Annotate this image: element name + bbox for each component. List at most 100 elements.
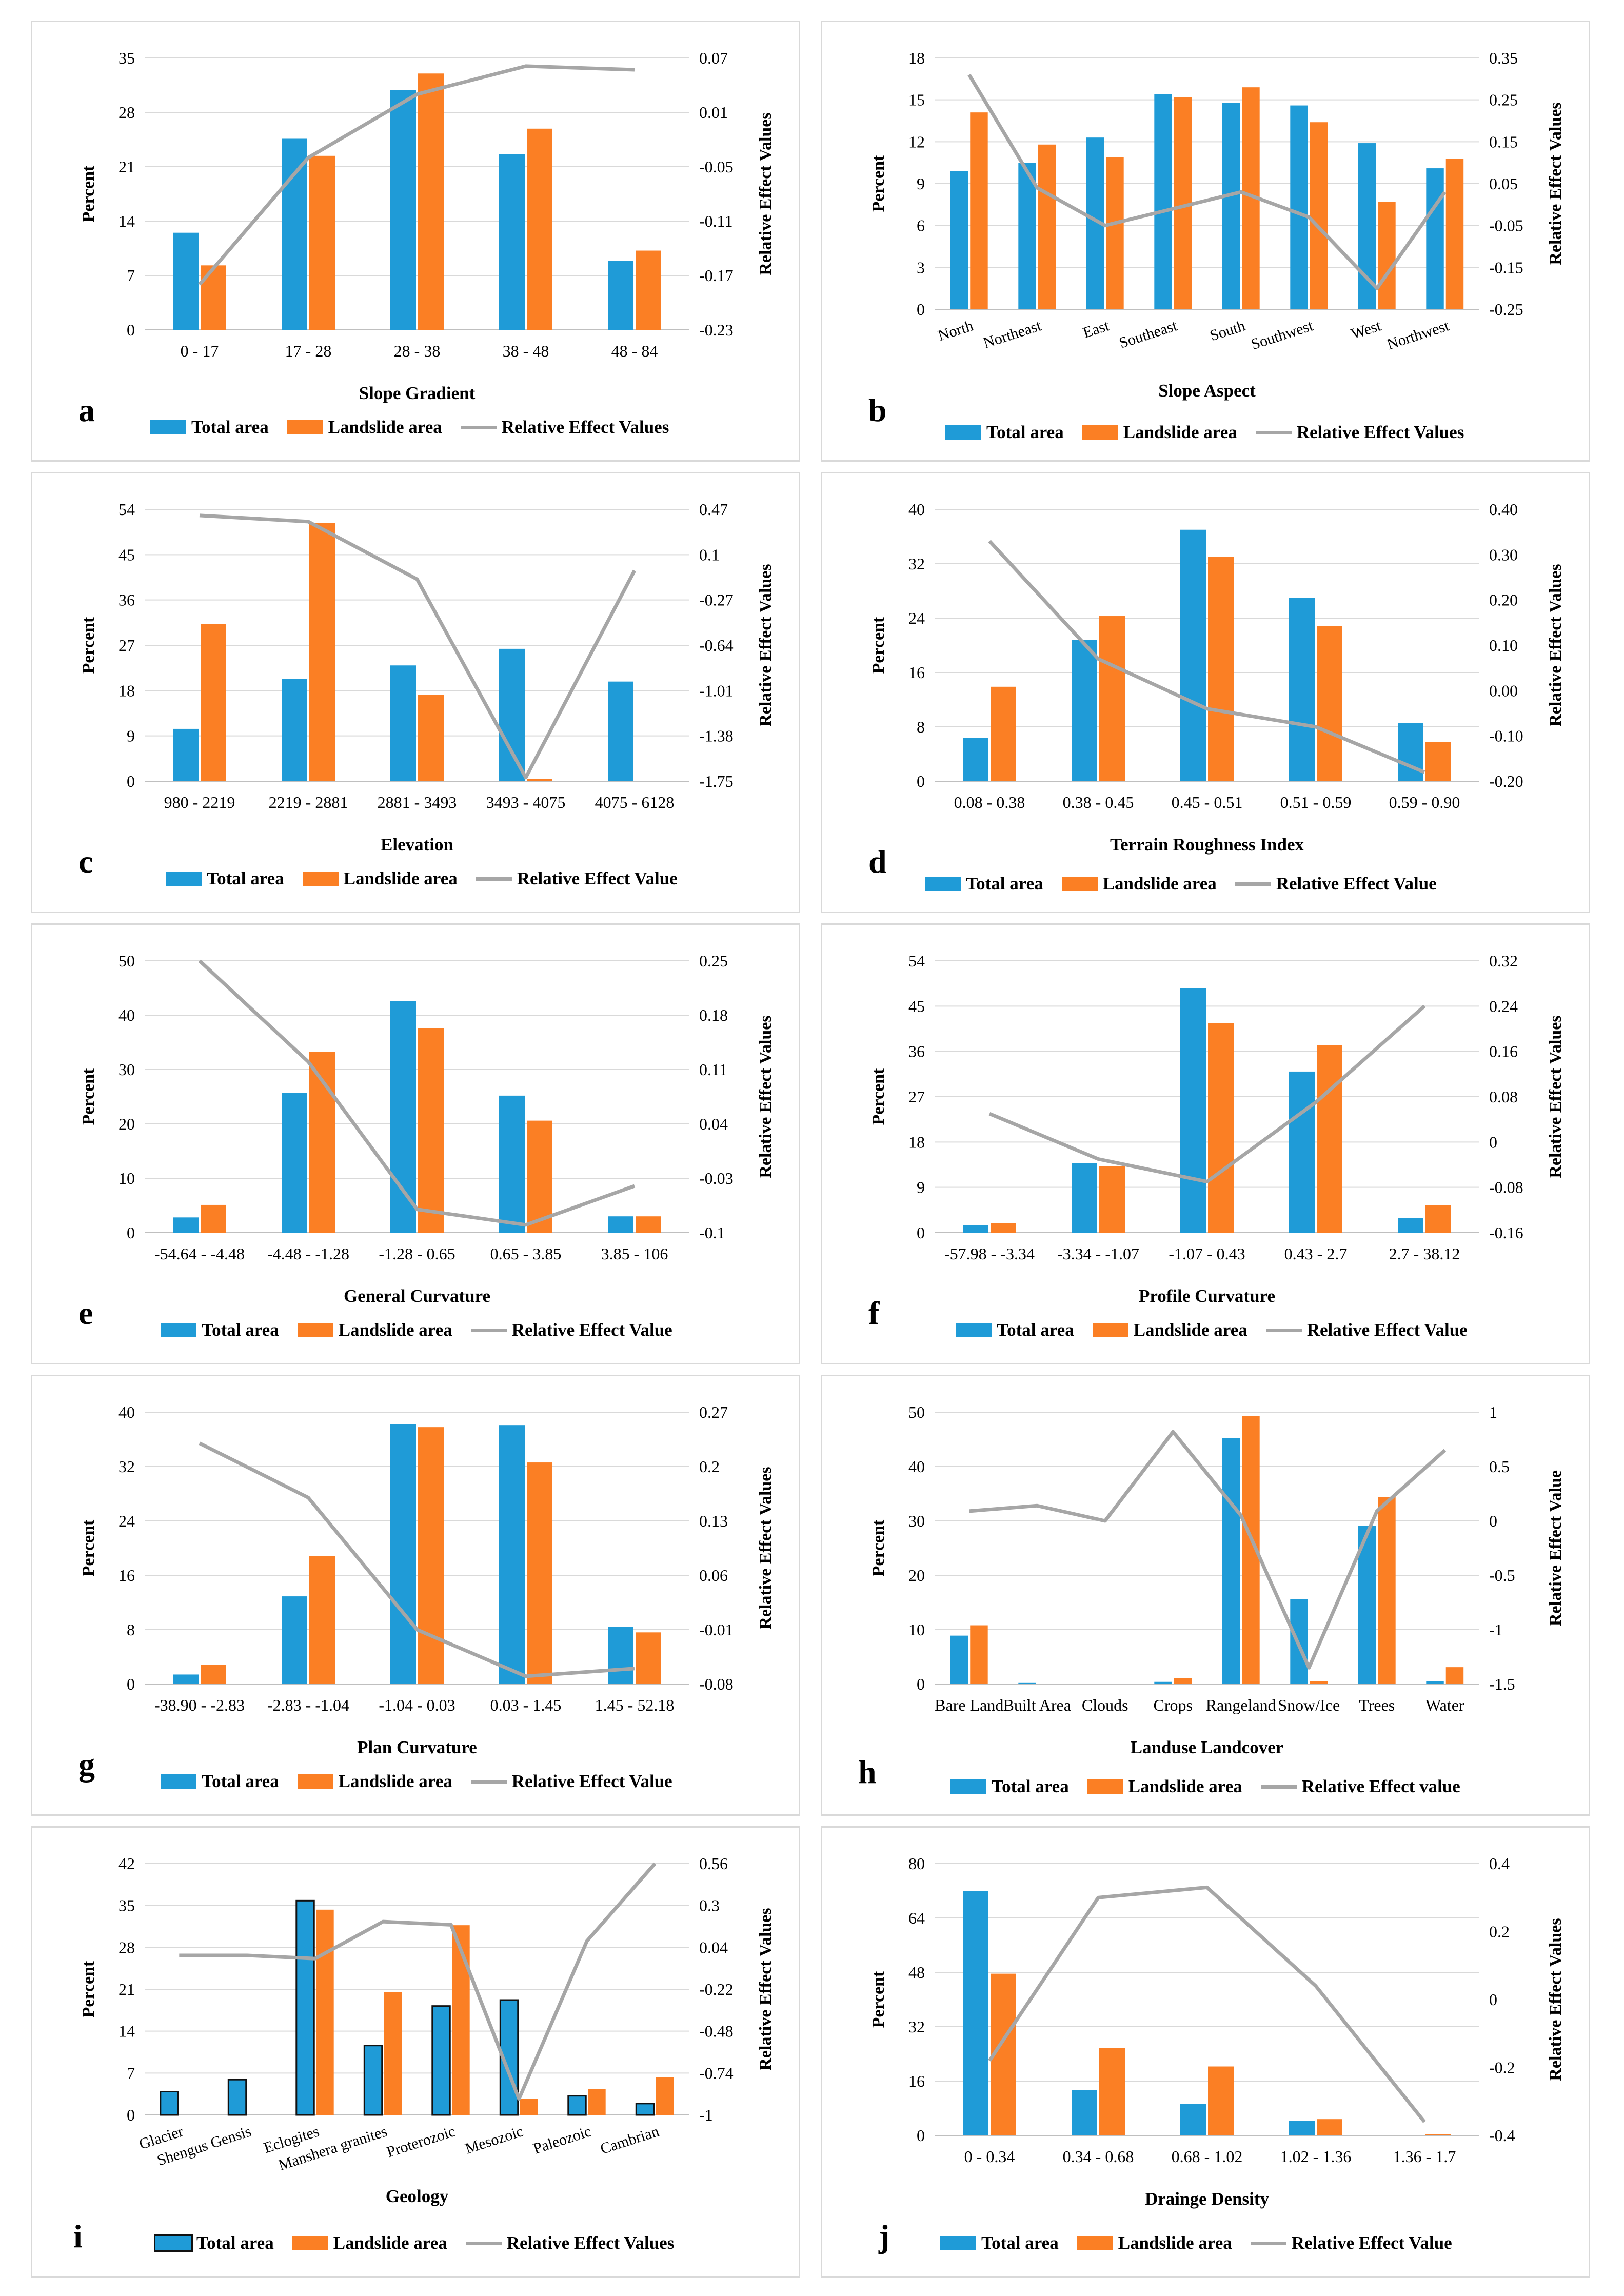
- x-tick-label: Snow/Ice: [1278, 1696, 1340, 1714]
- total-area-bar: [295, 1899, 315, 2116]
- legend-c: Total area Landslide area Relative Effec…: [166, 868, 678, 889]
- legend-ree-label: Relative Effect Value: [511, 1771, 672, 1791]
- x-tick-label: 2881 - 3493: [378, 793, 457, 811]
- y2-axis-title: Relative Effect Values: [1546, 1918, 1565, 2081]
- y2-tick-label: 0.27: [699, 1403, 728, 1421]
- x-tick-label: 4075 - 6128: [595, 793, 675, 811]
- legend-total-label: Total area: [191, 417, 269, 437]
- landslide-area-bar: [1106, 157, 1124, 309]
- landslide-area-bar: [1378, 202, 1396, 309]
- chart-b-svg: 0 3 6 9 12 15 18 -0.25 -0.15 -0.05 0.05 0.15 0.25 0.3…: [869, 49, 1565, 401]
- x-axis-title: Drainge Density: [1145, 2189, 1270, 2209]
- landslide-area-bar: [201, 624, 226, 781]
- y-axis-title: Percent: [79, 1519, 98, 1576]
- y-tick-label: 32: [118, 1457, 135, 1476]
- y-tick-label: 27: [908, 1087, 925, 1106]
- landslide-area-bar: [527, 1462, 552, 1684]
- panel-letter-a: a: [78, 392, 95, 428]
- total-area-bar: [950, 1635, 968, 1684]
- x-tick-label: 0.51 - 0.59: [1280, 793, 1352, 811]
- y2-tick-label: -0.15: [1489, 258, 1523, 276]
- y2-tick-label: 0.15: [1489, 132, 1518, 151]
- y-tick-label: 48: [908, 1963, 925, 1982]
- legend-ree-label: Relative Effect Values: [501, 417, 669, 437]
- y2-tick-label: -0.1: [699, 1223, 725, 1242]
- y-tick-label: 28: [118, 1938, 135, 1956]
- y2-tick-label: 0.25: [699, 952, 728, 970]
- x-tick-label: 2.7 - 38.12: [1389, 1244, 1460, 1263]
- legend-landslide-label: Landslide area: [1133, 1320, 1247, 1340]
- panel-letter-f: f: [868, 1295, 880, 1331]
- chart-panel-g: 0 8 16 24 32 40 -0.08 -0.01 0.06 0.13 0.2 0.27 -38.9…: [31, 1375, 800, 1816]
- relative-effect-line: [988, 1885, 1426, 2123]
- y-tick-label: 30: [118, 1060, 135, 1079]
- y2-tick-label: 0.00: [1489, 681, 1518, 700]
- y2-tick-label: 0.30: [1489, 545, 1518, 564]
- landslide-area-bar: [1174, 1678, 1192, 1684]
- landslide-area-bar: [1317, 626, 1342, 781]
- x-tick-label: 0 - 0.34: [964, 2147, 1015, 2166]
- y-tick-label: 27: [118, 636, 135, 655]
- x-tick-label: East: [1081, 317, 1112, 342]
- landslide-area-bar: [201, 265, 226, 330]
- total-area-bar: [963, 1225, 988, 1233]
- landslide-area-bar: [1310, 122, 1328, 309]
- total-area-bar: [173, 1674, 199, 1684]
- y-axis-title: Percent: [79, 165, 98, 222]
- total-area-bar: [1180, 2104, 1206, 2135]
- y2-tick-label: 0.04: [699, 1938, 728, 1956]
- x-tick-label: Rangeland: [1206, 1696, 1276, 1714]
- y2-tick-label: 0.4: [1489, 1854, 1510, 1873]
- legend-total-swatch: [950, 1779, 986, 1794]
- y-tick-label: 40: [908, 1457, 925, 1476]
- x-tick-label: Northeast: [981, 317, 1044, 352]
- y-tick-label: 32: [908, 2017, 925, 2036]
- y2-tick-label: -0.17: [699, 266, 734, 285]
- legend-landslide-swatch: [1082, 425, 1118, 440]
- x-tick-label: -1.07 - 0.43: [1169, 1244, 1245, 1263]
- landslide-area-bar: [1425, 2134, 1451, 2135]
- legend-ree-label: Relative Effect Value: [517, 868, 678, 888]
- y2-axis-title: Relative Effect Values: [1546, 102, 1565, 265]
- total-area-bar: [608, 681, 633, 781]
- landslide-area-bar: [1038, 144, 1056, 309]
- y-tick-label: 7: [127, 2064, 135, 2082]
- total-area-bar: [1154, 94, 1172, 309]
- landslide-area-bar: [1425, 1205, 1451, 1233]
- legend-ree-label: Relative Effect Values: [1296, 422, 1464, 442]
- y-tick-label: 21: [118, 1980, 135, 1998]
- y-tick-label: 18: [118, 681, 135, 700]
- y-tick-label: 0: [127, 1223, 135, 1242]
- landslide-area-bar: [201, 1665, 226, 1684]
- total-area-bar: [390, 1001, 416, 1233]
- total-area-bar: [1222, 1438, 1240, 1684]
- y-tick-label: 32: [908, 555, 925, 573]
- y-tick-label: 24: [908, 609, 925, 627]
- landslide-area-bar: [656, 2077, 674, 2115]
- relative-effect-line: [988, 540, 1425, 774]
- legend-total-swatch: [154, 2234, 193, 2252]
- x-axis-title: Terrain Roughness Index: [1110, 835, 1304, 855]
- x-tick-label: Cambrian: [598, 2123, 661, 2158]
- legend-total-swatch: [940, 2236, 976, 2250]
- legend-landslide-label: Landslide area: [338, 1771, 452, 1791]
- chart-panel-a: 0 7 14 21 28 35 -0.23 -0.17 -0.11 -0.05 0.01 0.07 0 …: [31, 21, 800, 462]
- y2-tick-label: 0.07: [699, 49, 728, 67]
- y2-tick-label: -0.08: [699, 1675, 734, 1693]
- y2-tick-label: -0.2: [1489, 2059, 1515, 2077]
- legend-total-label: Total area: [997, 1320, 1074, 1340]
- landslide-area-bar: [970, 1625, 988, 1684]
- landslide-area-bar: [1208, 2066, 1234, 2135]
- x-tick-label: 0.38 - 0.45: [1063, 793, 1134, 811]
- landslide-area-bar: [636, 1216, 661, 1233]
- x-tick-label: -1.04 - 0.03: [379, 1696, 455, 1714]
- total-area-bar: [1072, 640, 1097, 781]
- x-tick-label: 17 - 28: [285, 342, 332, 360]
- total-area-bar: [282, 138, 307, 330]
- relative-effect-line: [967, 73, 1447, 290]
- relative-effect-line: [969, 1430, 1447, 1670]
- y2-tick-label: 0.3: [699, 1896, 720, 1915]
- y2-tick-label: 0.06: [699, 1566, 728, 1585]
- x-axis-title: Geology: [386, 2186, 449, 2206]
- x-tick-label: -3.34 - -1.07: [1057, 1244, 1139, 1263]
